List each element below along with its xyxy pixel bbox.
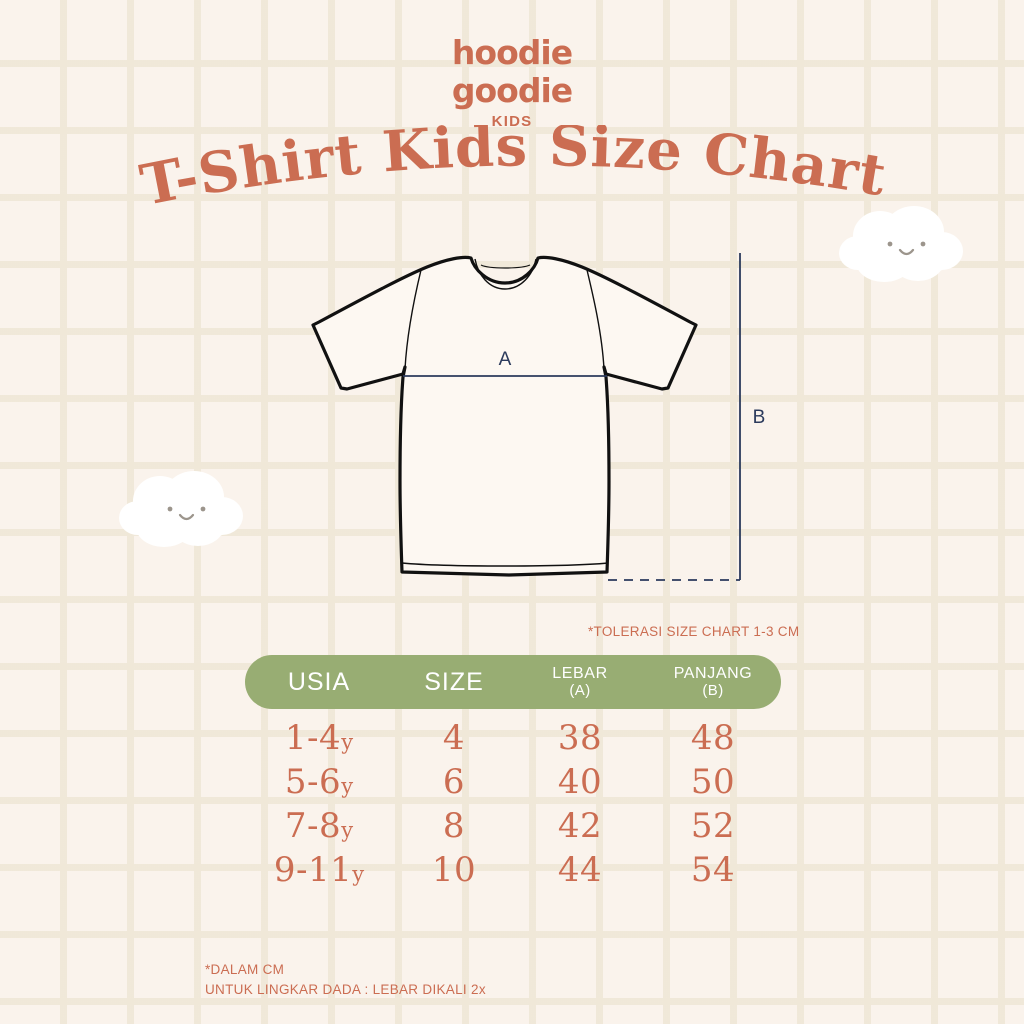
cell-usia-value: 1-4 [284,718,342,758]
cell-usia: 5-6y [245,762,393,802]
cell-panjang: 48 [690,718,736,758]
brand-logo: hoodie goodie KIDS [0,36,1024,129]
size-table-body: 1-4y 4 38 48 5-6y 6 40 50 7-8y 8 42 52 9… [245,718,781,894]
table-row: 1-4y 4 38 48 [245,718,781,762]
cloud-face-icon-left [118,471,246,553]
size-table-header-row: USIA SIZE LEBAR (A) PANJANG (B) [245,655,781,709]
tshirt-collar-inner [474,258,537,290]
cell-panjang: 52 [690,806,736,846]
column-header-panjang-sub: (B) [702,681,724,699]
cell-panjang: 54 [690,850,736,890]
cell-lebar: 38 [557,718,603,758]
cell-lebar: 42 [557,806,603,846]
page-title-textpath: T-Shirt Kids Size Chart [135,125,890,219]
cell-lebar: 44 [557,850,603,890]
cell-size: 10 [431,850,477,890]
cell-size: 6 [442,762,466,802]
cell-usia-value: 9-11 [273,850,353,890]
tshirt-hem [401,562,609,567]
table-row: 5-6y 6 40 50 [245,762,781,806]
brand-line-2: goodie [451,71,573,110]
page-title: T-Shirt Kids Size Chart [0,125,1024,235]
cell-usia-value: 5-6 [284,762,342,802]
tshirt-armhole-right [586,269,605,370]
cell-panjang: 50 [690,762,736,802]
column-header-lebar-label: LEBAR [552,664,608,682]
brand-kids-label: KIDS [491,113,533,130]
column-header-size-label: SIZE [424,668,484,696]
cloud-face-icon-right [838,206,966,288]
tshirt-collar-seam [480,264,531,269]
measure-label-b: B [753,407,766,428]
cell-lebar: 40 [557,762,603,802]
tolerance-note: *TOLERASI SIZE CHART 1-3 CM [588,624,800,639]
column-header-usia-label: USIA [287,668,351,696]
cell-usia-value: 7-8 [284,806,342,846]
cell-usia-unit: y [352,862,365,886]
cell-usia-unit: y [341,730,354,754]
column-header-lebar-sub: (A) [569,681,591,699]
cell-usia-unit: y [341,818,354,842]
cell-size: 4 [442,718,466,758]
cell-usia: 7-8y [245,806,393,846]
cell-size: 8 [442,806,466,846]
tshirt-armhole-left [404,269,422,370]
cell-usia-unit: y [341,774,354,798]
brand-line-1: hoodie [451,33,573,72]
footnotes: *DALAM CM UNTUK LINGKAR DADA : LEBAR DIK… [205,960,486,999]
table-row: 7-8y 8 42 52 [245,806,781,850]
column-header-panjang: PANJANG (B) [645,665,781,700]
tshirt-body-outline [311,255,698,577]
footnote-unit: *DALAM CM [205,962,285,977]
footnote-chest: UNTUK LINGKAR DADA : LEBAR DIKALI 2x [205,981,486,997]
column-header-panjang-label: PANJANG [673,664,753,682]
column-header-usia: USIA [245,668,393,696]
column-header-size: SIZE [393,668,515,696]
tshirt-illustration: A B [295,243,775,593]
measure-label-a: A [499,349,512,370]
size-table: USIA SIZE LEBAR (A) PANJANG (B) 1-4y 4 3… [245,655,781,894]
cell-usia: 1-4y [245,718,393,758]
table-row: 9-11y 10 44 54 [245,850,781,894]
cell-usia: 9-11y [245,850,393,890]
page-title-text: T-Shirt Kids Size Chart [135,125,891,219]
column-header-lebar: LEBAR (A) [515,665,645,700]
